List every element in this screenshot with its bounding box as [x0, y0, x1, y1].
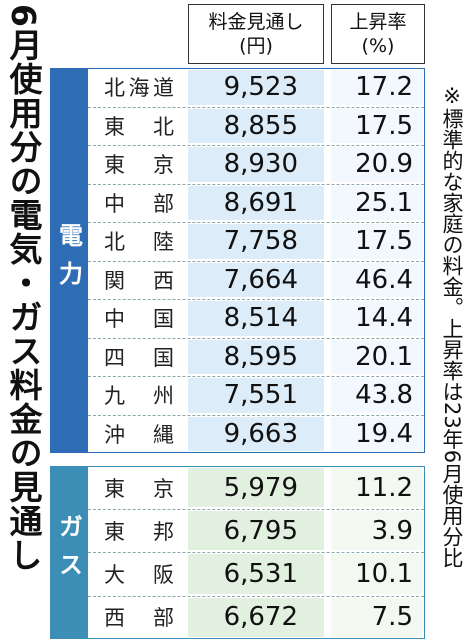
row-name-text: 北海道: [104, 76, 174, 101]
row-separator: [88, 595, 424, 597]
row-name: 大阪: [90, 552, 186, 595]
row-name-text: 東邦: [104, 519, 174, 544]
row-name-text: 関西: [104, 268, 174, 293]
title: 6月使用分の電気・ガス料金の見通し: [4, 4, 43, 572]
row-separator: [88, 222, 424, 223]
price: 9,663: [188, 416, 324, 451]
header-text: 上昇率: [349, 11, 407, 33]
row-name-text: 北陸: [104, 230, 174, 255]
header-price: 料金見通し (円): [188, 4, 324, 64]
rate: 17.5: [331, 108, 423, 143]
section-label-text: ガス: [54, 514, 83, 591]
row-separator: [88, 414, 424, 416]
rate: 7.5: [331, 597, 423, 637]
row-name: 中部: [90, 184, 186, 223]
row-separator: [88, 299, 424, 300]
row-name-text: 四国: [104, 345, 174, 370]
row-name-text: 中部: [104, 191, 174, 216]
row-separator: [88, 183, 424, 185]
row-name-text: 東京: [104, 153, 174, 178]
rate: 11.2: [331, 468, 423, 508]
row-separator: [88, 376, 424, 377]
row-separator: [88, 509, 424, 511]
note: ※標準的な家庭の料金。上昇率は23年6月使用分比: [440, 84, 464, 569]
row-name-text: 沖縄: [104, 422, 174, 447]
price: 5,979: [188, 468, 324, 508]
row-name: 関西: [90, 261, 186, 300]
header-unit: (%): [361, 35, 395, 57]
price: 7,758: [188, 224, 324, 259]
price: 6,672: [188, 597, 324, 637]
row-name-text: 東京: [104, 476, 174, 501]
section-label: ガス: [50, 466, 88, 639]
row-name-text: 九州: [104, 384, 174, 409]
price: 8,595: [188, 339, 324, 374]
row-separator: [88, 260, 424, 262]
price: 8,514: [188, 301, 324, 336]
price: 8,855: [188, 108, 324, 143]
price: 8,930: [188, 147, 324, 182]
price: 6,531: [188, 554, 324, 594]
section-frame: [88, 68, 425, 453]
row-name: 四国: [90, 338, 186, 377]
rate: 20.9: [331, 147, 423, 182]
row-separator: [88, 106, 424, 108]
row-separator: [88, 552, 424, 554]
section-label-text: 電力: [54, 222, 83, 299]
rate: 25.1: [331, 185, 423, 220]
row-separator: [88, 337, 424, 339]
section-label: 電力: [50, 68, 88, 453]
row-name-text: 大阪: [104, 562, 174, 587]
row-name: 九州: [90, 376, 186, 415]
price: 9,523: [188, 70, 324, 105]
price: 8,691: [188, 185, 324, 220]
row-name: 北海道: [90, 68, 186, 107]
row-name: 中国: [90, 299, 186, 338]
rate: 17.5: [331, 224, 423, 259]
price: 6,795: [188, 511, 324, 551]
rate: 20.1: [331, 339, 423, 374]
price: 7,664: [188, 262, 324, 297]
row-separator: [88, 145, 424, 146]
rate: 17.2: [331, 70, 423, 105]
row-name: 東京: [90, 145, 186, 184]
row-name: 東北: [90, 107, 186, 146]
row-name-text: 西部: [104, 606, 174, 631]
row-name-text: 中国: [104, 307, 174, 332]
row-name: 西部: [90, 596, 186, 639]
rate: 46.4: [331, 262, 423, 297]
row-name: 東邦: [90, 509, 186, 552]
rate: 10.1: [331, 554, 423, 594]
rate: 3.9: [331, 511, 423, 551]
price: 7,551: [188, 378, 324, 413]
header-text: 料金見通し: [208, 11, 304, 33]
section-frame: [88, 466, 425, 639]
row-name-text: 東北: [104, 114, 174, 139]
header-unit: (円): [239, 35, 273, 57]
rate: 19.4: [331, 416, 423, 451]
row-name: 東京: [90, 466, 186, 509]
header-rate: 上昇率 (%): [331, 4, 425, 64]
rate: 43.8: [331, 378, 423, 413]
rate: 14.4: [331, 301, 423, 336]
row-name: 北陸: [90, 222, 186, 261]
row-name: 沖縄: [90, 415, 186, 454]
